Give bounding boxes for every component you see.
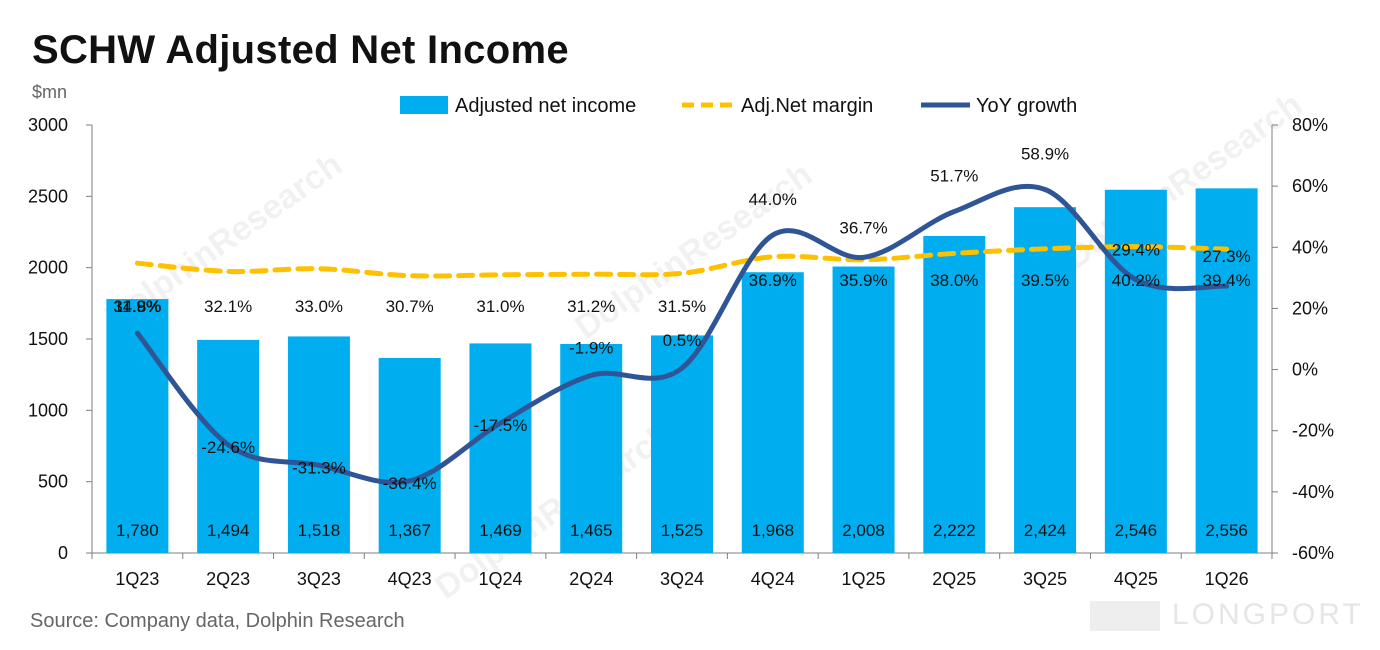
x-tick-label: 2Q25 xyxy=(932,569,976,589)
bar-adjusted-net-income xyxy=(1195,188,1258,553)
bar-adjusted-net-income xyxy=(378,357,441,553)
bar-value-label: 2,008 xyxy=(842,521,885,540)
margin-value-label: 31.0% xyxy=(476,297,524,316)
x-tick-label: 1Q25 xyxy=(842,569,886,589)
x-tick-label: 3Q23 xyxy=(297,569,341,589)
y-right-tick-label: -20% xyxy=(1292,421,1334,441)
bar-value-label: 1,494 xyxy=(207,521,250,540)
bar-adjusted-net-income xyxy=(1104,189,1167,553)
research-watermark: DolphinResearch xyxy=(428,415,679,607)
margin-value-label: 36.9% xyxy=(749,271,797,290)
growth-value-label: 51.7% xyxy=(930,167,978,186)
x-tick-label: 1Q23 xyxy=(115,569,159,589)
y-left-tick-label: 3000 xyxy=(28,115,68,135)
growth-value-label: 11.9% xyxy=(114,297,161,316)
growth-value-label: -1.9% xyxy=(569,338,613,357)
bar-adjusted-net-income xyxy=(560,343,623,553)
data-labels: 1,780 1,494 1,518 1,367 1,469 1,465 1,525 1,968… xyxy=(113,145,1250,540)
margin-value-label: 39.5% xyxy=(1021,271,1069,290)
margin-value-label: 31.5% xyxy=(658,297,706,316)
bar-adjusted-net-income xyxy=(832,266,895,553)
margin-value-label: 32.1% xyxy=(204,297,252,316)
y-left-tick-label: 2500 xyxy=(28,186,68,206)
margin-value-label: 30.7% xyxy=(386,297,434,316)
bar-value-label: 1,780 xyxy=(116,521,159,540)
bar-value-label: 1,968 xyxy=(751,521,794,540)
bar-adjusted-net-income xyxy=(287,336,350,553)
x-tick-label: 4Q24 xyxy=(751,569,795,589)
growth-value-label: 36.7% xyxy=(839,218,887,237)
bar-value-label: 1,465 xyxy=(570,521,613,540)
x-tick-label: 2Q23 xyxy=(206,569,250,589)
bar-adjusted-net-income xyxy=(469,343,532,553)
growth-value-label: 27.3% xyxy=(1203,247,1251,266)
line-yoy-growth xyxy=(134,183,1230,486)
legend-label-growth: YoY growth xyxy=(976,95,1077,117)
bars xyxy=(106,188,1258,553)
bar-value-label: 2,424 xyxy=(1024,521,1067,540)
x-tick-label: 3Q25 xyxy=(1023,569,1067,589)
axes: 0 500 1000 1500 2000 2500 3000 -60% -40% -20% 0% 20… xyxy=(28,115,1334,589)
y-right-tick-label: -40% xyxy=(1292,482,1334,502)
y-left-tick-label: 500 xyxy=(38,472,68,492)
growth-value-label: 58.9% xyxy=(1021,145,1069,164)
margin-value-label: 31.2% xyxy=(567,297,615,316)
growth-value-label: -31.3% xyxy=(292,458,346,477)
source-label: Source: Company data, Dolphin Research xyxy=(30,610,405,632)
bar-adjusted-net-income xyxy=(741,272,804,553)
growth-value-label: 0.5% xyxy=(663,331,702,350)
margin-value-label: 40.2% xyxy=(1112,271,1160,290)
bar-value-label: 2,546 xyxy=(1115,521,1158,540)
bar-adjusted-net-income xyxy=(106,299,169,553)
y-left-tick-label: 0 xyxy=(58,543,68,563)
margin-value-label: 34.8% xyxy=(113,297,161,316)
y-right-tick-label: 60% xyxy=(1292,176,1328,196)
growth-value-label: 44.0% xyxy=(749,190,797,209)
bar-adjusted-net-income xyxy=(651,335,713,553)
margin-value-label: 38.0% xyxy=(930,271,978,290)
bar-value-label: 2,556 xyxy=(1205,521,1248,540)
x-tick-label: 1Q24 xyxy=(478,569,522,589)
chart-title: SCHW Adjusted Net Income xyxy=(32,28,569,72)
bar-adjusted-net-income xyxy=(923,235,986,553)
margin-value-label: 33.0% xyxy=(295,297,343,316)
margin-value-label: 39.4% xyxy=(1203,271,1251,290)
y-left-tick-label: 1500 xyxy=(28,329,68,349)
bar-adjusted-net-income xyxy=(1014,207,1077,553)
x-tick-label: 4Q23 xyxy=(388,569,432,589)
bar-value-label: 1,525 xyxy=(661,521,704,540)
longport-watermark: LONGPORT xyxy=(1090,598,1364,632)
margin-value-label: 35.9% xyxy=(839,271,887,290)
lines xyxy=(134,183,1230,486)
x-tick-label: 1Q26 xyxy=(1205,569,1249,589)
growth-value-label: -36.4% xyxy=(383,474,437,493)
y-left-tick-label: 2000 xyxy=(28,258,68,278)
growth-value-label: -17.5% xyxy=(474,416,528,435)
x-tick-label: 2Q24 xyxy=(569,569,613,589)
longport-watermark-text: LONGPORT xyxy=(1172,598,1364,631)
bar-value-label: 2,222 xyxy=(933,521,976,540)
bar-value-label: 1,469 xyxy=(479,521,522,540)
bar-value-label: 1,367 xyxy=(388,521,431,540)
y-right-tick-label: 40% xyxy=(1292,237,1328,257)
legend-swatch-bar xyxy=(400,96,448,114)
growth-value-label: 29.4% xyxy=(1112,241,1160,260)
y-right-tick-label: -60% xyxy=(1292,543,1334,563)
y-left-tick-label: 1000 xyxy=(28,400,68,420)
growth-value-label: -24.6% xyxy=(201,438,255,457)
line-adj-net-margin xyxy=(134,244,1230,279)
legend-label-margin: Adj.Net margin xyxy=(741,95,873,117)
legend: Adjusted net income Adj.Net margin YoY gro… xyxy=(400,95,1077,117)
legend-label-bar: Adjusted net income xyxy=(455,95,636,117)
unit-label: $mn xyxy=(32,82,68,102)
y-right-tick-label: 20% xyxy=(1292,298,1328,318)
bar-value-label: 1,518 xyxy=(298,521,341,540)
y-right-tick-label: 0% xyxy=(1292,360,1318,380)
y-right-tick-label: 80% xyxy=(1292,115,1328,135)
x-tick-label: 4Q25 xyxy=(1114,569,1158,589)
x-tick-label: 3Q24 xyxy=(660,569,704,589)
